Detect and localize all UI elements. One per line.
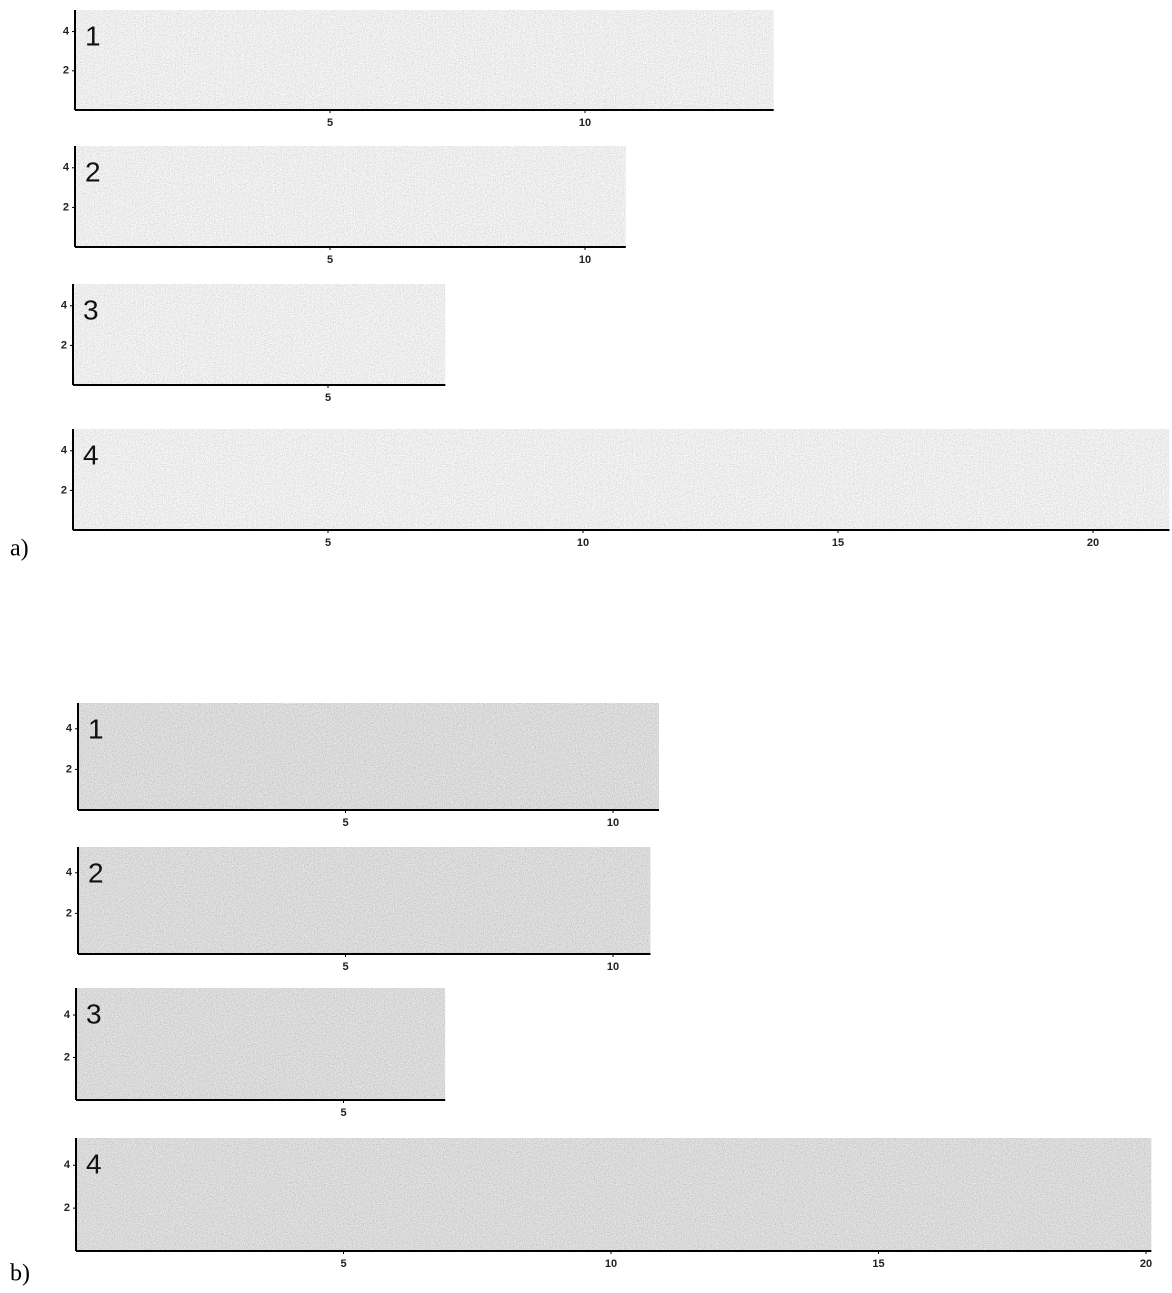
y-tick-label: 2 bbox=[64, 1051, 70, 1063]
panel-number: 3 bbox=[86, 998, 102, 1029]
x-tick-label: 10 bbox=[607, 961, 619, 973]
spectrogram bbox=[76, 988, 445, 1100]
spectrogram bbox=[75, 146, 626, 247]
panel-number: 3 bbox=[83, 294, 99, 325]
y-tick-label: 4 bbox=[63, 162, 70, 174]
y-tick-label: 2 bbox=[64, 1202, 70, 1214]
y-tick-label: 2 bbox=[61, 339, 67, 351]
y-tick-label: 4 bbox=[61, 300, 68, 312]
x-tick-label: 15 bbox=[872, 1258, 884, 1270]
x-tick-label: 20 bbox=[1087, 537, 1099, 549]
figure-label: a) bbox=[10, 536, 29, 562]
x-tick-label: 10 bbox=[579, 254, 591, 266]
panel-number: 1 bbox=[85, 20, 101, 51]
x-tick-label: 5 bbox=[327, 254, 333, 266]
spectrogram bbox=[73, 284, 445, 385]
y-tick-label: 4 bbox=[66, 723, 73, 735]
x-tick-label: 5 bbox=[325, 537, 331, 549]
spectrogram bbox=[76, 1138, 1151, 1251]
y-tick-label: 2 bbox=[66, 763, 72, 775]
panel-number: 4 bbox=[83, 439, 99, 470]
x-tick-label: 5 bbox=[325, 392, 331, 404]
x-tick-label: 5 bbox=[340, 1107, 346, 1119]
x-tick-label: 15 bbox=[832, 537, 844, 549]
x-tick-label: 10 bbox=[605, 1258, 617, 1270]
y-tick-label: 2 bbox=[63, 201, 69, 213]
spectrogram bbox=[75, 10, 774, 110]
spectrogram bbox=[73, 429, 1170, 530]
panel-number: 2 bbox=[85, 156, 101, 187]
x-tick-label: 10 bbox=[579, 117, 591, 129]
y-tick-label: 2 bbox=[63, 65, 69, 77]
x-tick-label: 10 bbox=[577, 537, 589, 549]
panel-number: 2 bbox=[88, 857, 104, 888]
y-tick-label: 4 bbox=[64, 1009, 71, 1021]
y-tick-label: 4 bbox=[61, 445, 68, 457]
x-tick-label: 5 bbox=[342, 961, 348, 973]
y-tick-label: 2 bbox=[61, 484, 67, 496]
y-tick-label: 4 bbox=[66, 867, 73, 879]
y-tick-label: 4 bbox=[63, 25, 70, 37]
x-tick-label: 5 bbox=[342, 817, 348, 829]
panel-number: 4 bbox=[86, 1148, 102, 1179]
spectrogram bbox=[78, 703, 659, 810]
x-tick-label: 20 bbox=[1140, 1258, 1152, 1270]
x-tick-label: 10 bbox=[607, 817, 619, 829]
figure-label: b) bbox=[10, 1261, 30, 1287]
y-tick-label: 2 bbox=[66, 907, 72, 919]
y-tick-label: 4 bbox=[64, 1159, 71, 1171]
panel-number: 1 bbox=[88, 713, 104, 744]
figure: a) 1 2 4 5 10 2 2 4 5 10 3 2 4 5 4 2 4 5 10 15 20 b) 1 2 4 5 10 2 2 4 5… bbox=[0, 0, 1172, 1293]
x-tick-label: 5 bbox=[340, 1258, 346, 1270]
spectrogram bbox=[78, 847, 650, 954]
x-tick-label: 5 bbox=[327, 117, 333, 129]
